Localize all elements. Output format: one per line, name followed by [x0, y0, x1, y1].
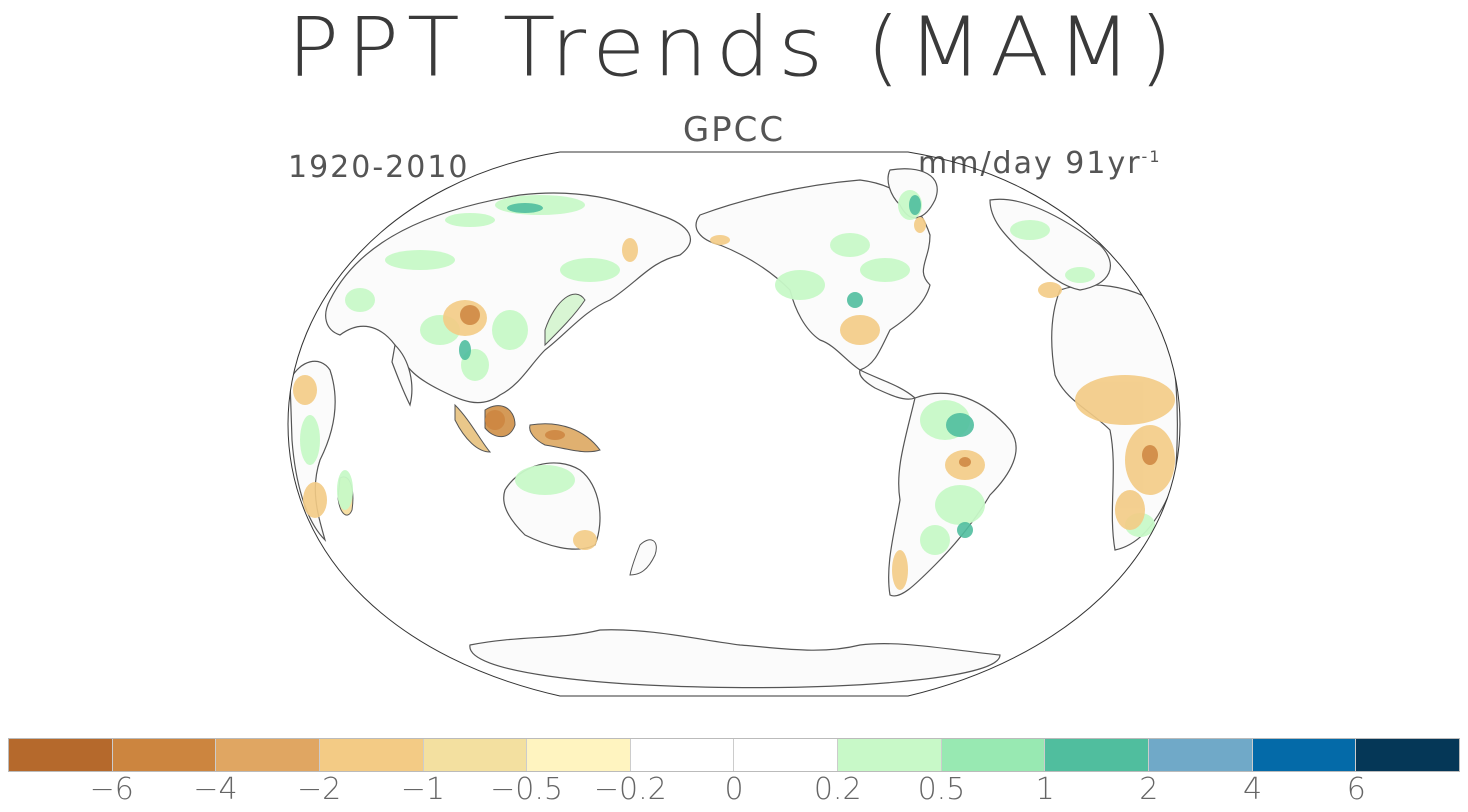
colorbar-label: −4 [193, 772, 238, 807]
colorbar-segment [940, 739, 1045, 771]
colorbar-segment [526, 739, 630, 771]
period-label: 1920-2010 [288, 150, 470, 185]
landmass-new-guinea [529, 423, 601, 453]
colorbar-segment [422, 739, 527, 771]
colorbar-segment [111, 739, 216, 771]
colorbar-segment [215, 739, 319, 771]
colorbar-segment [837, 739, 941, 771]
colorbar-label: −0.5 [490, 772, 563, 807]
landmass-india [391, 343, 413, 407]
landmass-antarctica [469, 629, 1001, 689]
colorbar-label: −6 [89, 772, 134, 807]
colorbar-segment [9, 739, 112, 771]
units-exponent: -1 [1141, 147, 1162, 166]
units-main: mm/day 91yr [918, 146, 1142, 181]
landmass-central-america [859, 369, 917, 400]
colorbar-segment [1044, 739, 1149, 771]
colorbar-segment [318, 739, 423, 771]
colorbar-segment [1355, 739, 1459, 771]
colorbar-label: −2 [297, 772, 342, 807]
landmass-new-zealand [629, 539, 657, 576]
map-title: PPT Trends (MAM) [287, 0, 1181, 96]
colorbar-label: −1 [400, 772, 445, 807]
colorbar-segment [733, 739, 838, 771]
colorbar-labels: −6 −4 −2 −1 −0.5 −0.2 0 0.2 0.5 1 2 4 6 [0, 772, 1468, 812]
landmass-sumatra [454, 403, 492, 453]
map-outline [287, 151, 1181, 697]
colorbar-segment [1148, 739, 1252, 771]
colorbar-label: 0 [724, 772, 744, 807]
strong-dry-trend-patches [460, 305, 1158, 467]
landmass-asia [325, 192, 691, 404]
units-label: mm/day 91yr-1 [918, 146, 1162, 181]
colorbar-label: 4 [1243, 772, 1263, 807]
colorbar-label: 0.5 [917, 772, 966, 807]
colorbar-label: −0.2 [593, 772, 667, 807]
dataset-subtitle: GPCC [682, 110, 786, 150]
colorbar-label: 6 [1346, 772, 1366, 807]
strong-wet-trend-patches [459, 195, 974, 538]
landmass-japan [544, 293, 586, 347]
colorbar [8, 738, 1460, 772]
colorbar-label: 2 [1139, 772, 1159, 807]
colorbar-segment [1251, 739, 1356, 771]
colorbar-label: 0.2 [813, 772, 862, 807]
colorbar-label: 1 [1035, 772, 1055, 807]
colorbar-segment [629, 739, 734, 771]
world-map [287, 151, 1181, 697]
